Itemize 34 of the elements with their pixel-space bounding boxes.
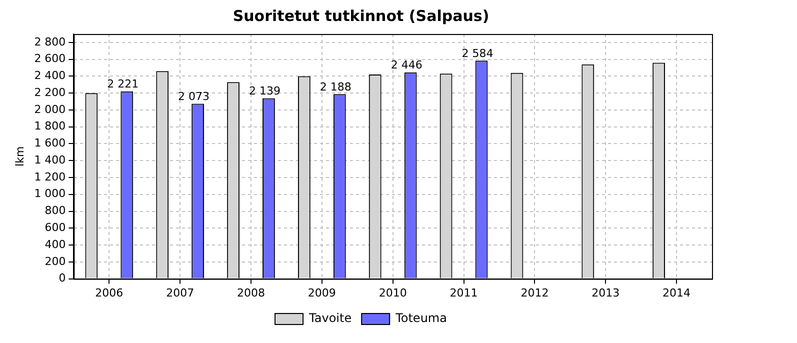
- x-tick-label: 2009: [308, 286, 336, 300]
- y-tick-label: 200: [44, 254, 66, 268]
- y-tick-label: 2 200: [34, 86, 66, 99]
- x-tick-label: 2013: [592, 286, 620, 300]
- x-tick-label: 2014: [662, 286, 691, 300]
- x-tick-label: 2006: [95, 286, 124, 300]
- y-tick-label: 1 800: [34, 120, 66, 133]
- y-tick-label: 2 000: [34, 102, 66, 116]
- y-axis-title: lkm: [13, 146, 26, 166]
- data-label: 2 073: [178, 90, 210, 104]
- data-label: 2 446: [390, 58, 422, 72]
- y-tick-label: 600: [44, 221, 66, 234]
- y-tick-label: 1 600: [34, 136, 66, 150]
- data-label: 2 188: [320, 80, 352, 94]
- x-tick-label: 2011: [450, 286, 478, 300]
- y-tick-label: 400: [44, 238, 66, 251]
- chart-title: Suoritetut tutkinnot (Salpaus): [232, 6, 490, 25]
- y-tick-label: 800: [44, 204, 66, 218]
- y-tick-label: 1 400: [34, 153, 66, 166]
- x-tick-label: 2012: [520, 286, 549, 300]
- data-label: 2 139: [248, 84, 280, 98]
- y-tick-label: 2 800: [34, 35, 66, 48]
- data-label: 2 221: [107, 78, 139, 91]
- legend-label: Tavoite: [308, 311, 352, 326]
- x-tick-label: 2007: [166, 286, 194, 300]
- y-tick-label: 2 400: [34, 69, 66, 82]
- data-label: 2 584: [462, 47, 494, 60]
- y-tick-label: 1 000: [34, 187, 66, 200]
- legend-label: Toteuma: [394, 311, 447, 326]
- y-tick-label: 2 600: [34, 52, 66, 66]
- x-tick-label: 2010: [378, 286, 407, 300]
- y-tick-label: 0: [58, 272, 66, 285]
- x-tick-label: 2008: [237, 286, 265, 300]
- y-tick-label: 1 200: [34, 170, 66, 184]
